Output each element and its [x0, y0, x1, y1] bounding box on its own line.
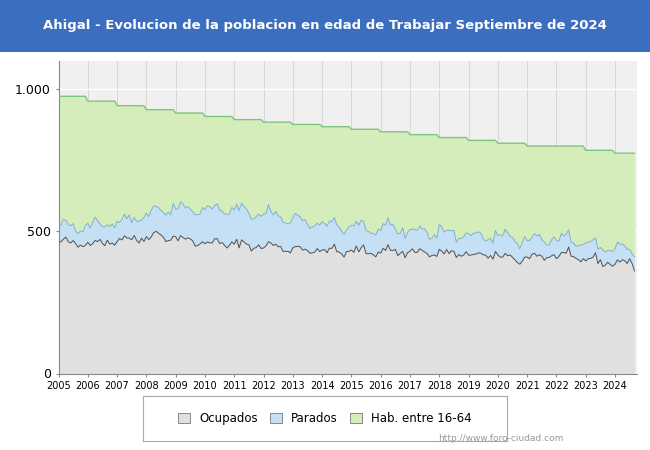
Text: http://www.foro-ciudad.com: http://www.foro-ciudad.com [438, 434, 563, 443]
Legend: Ocupados, Parados, Hab. entre 16-64: Ocupados, Parados, Hab. entre 16-64 [174, 407, 476, 430]
Text: Ahigal - Evolucion de la poblacion en edad de Trabajar Septiembre de 2024: Ahigal - Evolucion de la poblacion en ed… [43, 19, 607, 32]
